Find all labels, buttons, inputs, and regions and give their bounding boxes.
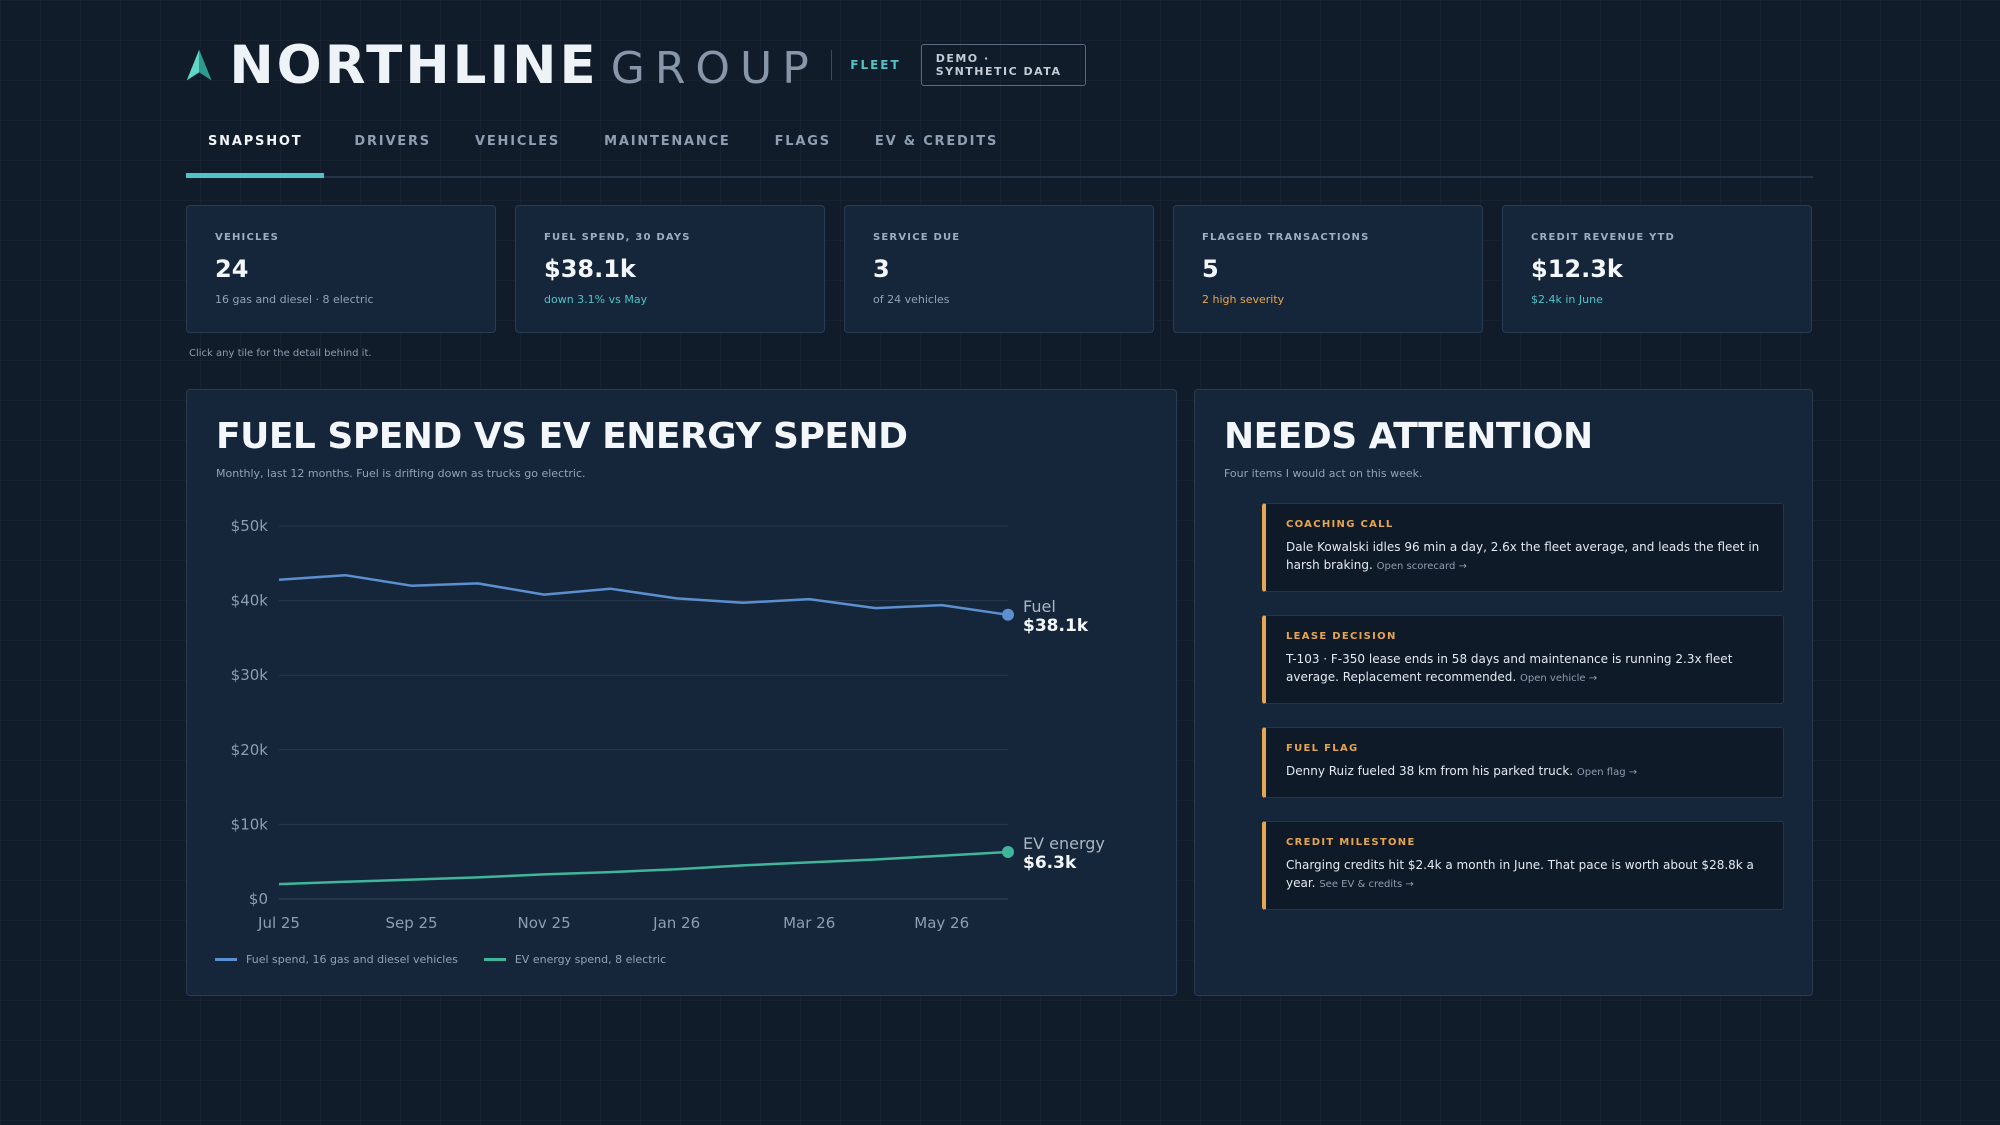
- y-tick-label: $50k: [231, 517, 269, 535]
- kpi-tile-fuel-spend[interactable]: FUEL SPEND, 30 DAYS $38.1k down 3.1% vs …: [515, 205, 825, 333]
- line-chart: $0 $10k $20k $30k $40k $50k Jul 25 Sep 25 Nov 25…: [231, 517, 1105, 932]
- card-tag: CREDIT MILESTONE: [1286, 837, 1416, 848]
- card-text: Charging credits hit $2.4k a month in Ju…: [1286, 856, 1763, 894]
- x-tick-label: Nov 25: [518, 914, 571, 932]
- kpi-label: FLAGGED TRANSACTIONS: [1202, 232, 1370, 243]
- x-tick-label: Jan 26: [652, 914, 700, 932]
- legend-swatch: [215, 958, 237, 961]
- card-body: Denny Ruiz fueled 38 km from his parked …: [1286, 764, 1574, 778]
- tab-bar: SNAPSHOT DRIVERS VEHICLES MAINTENANCE FL…: [186, 124, 1813, 178]
- brand-name: NORTHLINE: [229, 34, 599, 96]
- series-end-value: $38.1k: [1023, 616, 1089, 636]
- triangle-arrow-icon: [186, 49, 212, 81]
- card-body: Charging credits hit $2.4k a month in Ju…: [1286, 858, 1754, 890]
- kpi-tile-service-due[interactable]: SERVICE DUE 3 of 24 vehicles: [844, 205, 1154, 333]
- x-tick-label: Sep 25: [385, 914, 437, 932]
- attention-subtitle: Four items I would act on this week.: [1224, 467, 1423, 480]
- attention-title: NEEDS ATTENTION: [1224, 416, 1593, 457]
- kpi-label: VEHICLES: [215, 232, 280, 243]
- kpi-value: $38.1k: [544, 255, 636, 283]
- series-end-point: [1002, 846, 1014, 859]
- attention-card-fuel-flag[interactable]: FUEL FLAG Denny Ruiz fueled 38 km from h…: [1262, 727, 1784, 798]
- card-text: T-103 · F-350 lease ends in 58 days and …: [1286, 650, 1763, 688]
- legend-swatch: [483, 958, 506, 961]
- tab-ev-credits[interactable]: EV & CREDITS: [874, 134, 999, 149]
- card-tag: FUEL FLAG: [1286, 743, 1359, 754]
- demo-badge: DEMO · SYNTHETIC DATA: [920, 44, 1087, 86]
- x-tick-label: May 26: [914, 914, 969, 932]
- series-line-ev-energy: [278, 850, 1009, 886]
- tab-flags[interactable]: FLAGS: [774, 134, 831, 149]
- card-tag: LEASE DECISION: [1286, 631, 1397, 642]
- series-end-label: EV energy: [1023, 834, 1105, 853]
- card-body: Dale Kowalski idles 96 min a day, 2.6x t…: [1286, 540, 1760, 572]
- chart-panel: FUEL SPEND VS EV ENERGY SPEND Monthly, l…: [186, 389, 1177, 996]
- series-end-point: [1002, 608, 1014, 621]
- kpi-value: 3: [873, 255, 890, 283]
- kpi-tile-vehicles[interactable]: VEHICLES 24 16 gas and diesel · 8 electr…: [186, 205, 496, 333]
- series-end-value: $6.3k: [1023, 853, 1077, 873]
- kpi-subtext: down 3.1% vs May: [544, 293, 648, 306]
- attention-card-credit[interactable]: CREDIT MILESTONE Charging credits hit $2…: [1262, 821, 1784, 910]
- legend-item-ev: EV energy spend, 8 electric: [483, 953, 667, 966]
- card-text: Dale Kowalski idles 96 min a day, 2.6x t…: [1286, 538, 1763, 576]
- card-text: Denny Ruiz fueled 38 km from his parked …: [1286, 762, 1763, 782]
- app-header: NORTHLINE GROUP FLEET DEMO · SYNTHETIC D…: [186, 30, 1087, 100]
- brand-subname: GROUP: [610, 42, 819, 94]
- kpi-subtext: 16 gas and diesel · 8 electric: [215, 293, 374, 306]
- header-divider: [830, 50, 833, 80]
- x-tick-label: Mar 26: [783, 914, 835, 932]
- kpi-label: SERVICE DUE: [873, 232, 961, 243]
- kpi-value: 5: [1202, 255, 1219, 283]
- y-tick-label: $20k: [231, 741, 269, 759]
- legend-label: Fuel spend, 16 gas and diesel vehicles: [246, 953, 458, 966]
- open-vehicle-link[interactable]: Open vehicle →: [1520, 673, 1598, 684]
- legend-label: EV energy spend, 8 electric: [514, 953, 667, 966]
- kpi-value: 24: [215, 255, 249, 283]
- series-line-fuel: [278, 573, 1009, 617]
- y-tick-label: $40k: [231, 592, 269, 610]
- x-tick-label: Jul 25: [257, 914, 300, 932]
- open-scorecard-link[interactable]: Open scorecard →: [1376, 561, 1467, 572]
- tab-drivers[interactable]: DRIVERS: [354, 134, 431, 149]
- kpi-value: $12.3k: [1531, 255, 1623, 283]
- card-tag: COACHING CALL: [1286, 519, 1394, 530]
- attention-card-coaching[interactable]: COACHING CALL Dale Kowalski idles 96 min…: [1262, 503, 1784, 592]
- open-flag-link[interactable]: Open flag →: [1576, 767, 1638, 778]
- kpi-subtext: of 24 vehicles: [873, 293, 950, 306]
- tab-maintenance[interactable]: MAINTENANCE: [604, 134, 731, 149]
- section-label: FLEET: [850, 58, 901, 72]
- card-body: T-103 · F-350 lease ends in 58 days and …: [1286, 652, 1733, 684]
- kpi-label: CREDIT REVENUE YTD: [1531, 232, 1676, 243]
- kpi-tile-flagged-transactions[interactable]: FLAGGED TRANSACTIONS 5 2 high severity: [1173, 205, 1483, 333]
- kpi-subtext: 2 high severity: [1202, 293, 1285, 306]
- tab-snapshot[interactable]: SNAPSHOT: [186, 124, 325, 178]
- y-tick-label: $10k: [231, 815, 269, 833]
- kpi-tile-credit-revenue[interactable]: CREDIT REVENUE YTD $12.3k $2.4k in June: [1502, 205, 1812, 333]
- series-end-label: Fuel: [1023, 597, 1056, 616]
- tab-vehicles[interactable]: VEHICLES: [474, 134, 561, 149]
- chart-title: FUEL SPEND VS EV ENERGY SPEND: [216, 416, 908, 457]
- y-tick-label: $30k: [231, 666, 269, 684]
- y-tick-label: $0: [249, 890, 268, 908]
- kpi-subtext: $2.4k in June: [1531, 293, 1603, 306]
- chart-subtitle: Monthly, last 12 months. Fuel is driftin…: [216, 467, 586, 480]
- kpi-label: FUEL SPEND, 30 DAYS: [544, 232, 691, 243]
- tile-hint: Click any tile for the detail behind it.: [189, 348, 372, 359]
- chart-legend: Fuel spend, 16 gas and diesel vehicles E…: [215, 953, 692, 966]
- legend-item-fuel: Fuel spend, 16 gas and diesel vehicles: [215, 953, 458, 966]
- attention-card-lease[interactable]: LEASE DECISION T-103 · F-350 lease ends …: [1262, 615, 1784, 704]
- see-ev-credits-link[interactable]: See EV & credits →: [1319, 879, 1414, 890]
